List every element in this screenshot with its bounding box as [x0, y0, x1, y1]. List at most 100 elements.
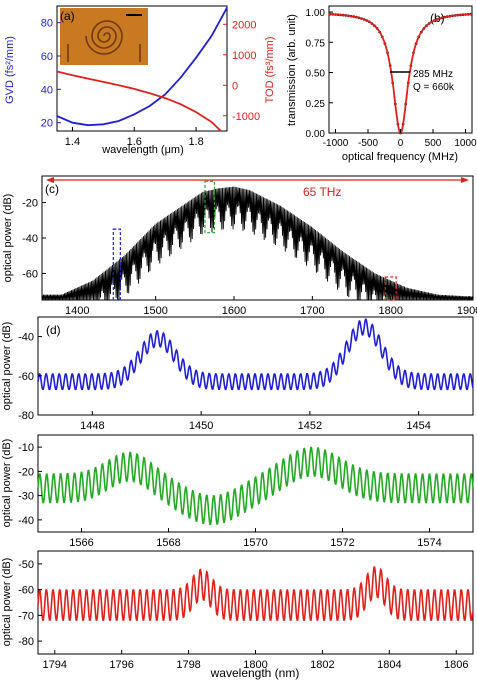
comb-spectrum [41, 186, 474, 301]
x-tick-label: 1450 [189, 420, 213, 432]
x-axis-label: optical frequency (MHz) [342, 151, 458, 163]
x-tick-label: 1570 [243, 537, 267, 549]
span-arrow [46, 177, 469, 183]
x-tick-label: 1448 [80, 420, 104, 432]
y-tick-label: 0 [232, 80, 238, 92]
y-tick-label: -80 [18, 410, 34, 422]
y-tick-label: 0.75 [306, 38, 326, 49]
panel-d1-frame [37, 316, 474, 416]
comb-lines [41, 186, 474, 301]
y-tick-label: -40 [22, 233, 38, 245]
y-axis-label: optical power (dB) [1, 439, 13, 528]
x-tick-label: 1.4 [65, 136, 80, 148]
spectrum-line [37, 565, 474, 622]
y-tick-label: 40 [41, 84, 53, 96]
panel-a: (a) 1.4 1.6 1.8 20 40 60 80 -1000 0 1000 2000 wa… [4, 5, 276, 156]
panel-a-frame [56, 5, 228, 132]
series-gvd [56, 7, 228, 127]
panel-d2: 1566 1568 1570 1572 1574 -10 -20 -30 -40 optica… [1, 434, 474, 549]
x-tick-label: 1572 [330, 537, 354, 549]
y-axis-label: optical power (dB) [1, 322, 13, 411]
y-axis-label: optical power (dB) [2, 194, 14, 283]
span-label: 65 THz [303, 185, 341, 199]
y-axis-label: optical power (dB) [1, 558, 13, 647]
y-tick-label: -70 [18, 610, 34, 622]
x-tick-label: 1800 [243, 659, 267, 671]
x-tick-label: 1796 [109, 659, 133, 671]
spectrum-green [37, 446, 474, 526]
x-tick-label: 1806 [444, 659, 468, 671]
x-tick-label: 1700 [300, 305, 324, 317]
y-tick-label: -60 [18, 371, 34, 383]
highlight-box [112, 228, 121, 301]
x-axis-label: wavelength (nm) [210, 666, 300, 680]
x-tick-label: 1568 [156, 537, 180, 549]
y-tick-label: 0.50 [306, 69, 326, 80]
x-tick-label: 500 [425, 138, 442, 149]
y-tick-label: 1.00 [306, 8, 326, 19]
x-tick-label: -1000 [323, 138, 349, 149]
annotation-q: Q = 660k [413, 82, 455, 93]
y-tick-label: -30 [18, 491, 34, 503]
y-tick-label: -60 [18, 585, 34, 597]
y-tick-label: -10 [18, 442, 34, 454]
x-tick-label: 0 [398, 138, 404, 149]
panel-label: (d) [46, 323, 61, 337]
y-tick-label: -80 [18, 636, 34, 648]
y-tick-label: 20 [41, 118, 53, 130]
x-tick-label: -500 [358, 138, 378, 149]
x-tick-label: 1452 [298, 420, 322, 432]
x-tick-label: 1.8 [188, 136, 203, 148]
x-tick-label: 1802 [310, 659, 334, 671]
x-tick-label: 1800 [378, 305, 402, 317]
x-tick-label: 1400 [65, 305, 89, 317]
x-tick-label: 1798 [176, 659, 200, 671]
y-tick-label: 0.25 [306, 99, 326, 110]
panel-d1: (d) 1448 1450 1452 1454 -40 -60 -80 optical p… [1, 316, 474, 432]
y-tick-label: -20 [22, 198, 38, 210]
y-tick-label: -50 [18, 559, 34, 571]
inset-micrograph [60, 8, 148, 65]
x-tick-label: 1794 [42, 659, 66, 671]
panel-label: (a) [60, 9, 75, 23]
x-tick-label: 1454 [406, 420, 430, 432]
y-tick-label: 80 [41, 18, 53, 30]
inset-spiral [67, 20, 141, 62]
y-axis-label: transmission (arb. unit) [286, 14, 298, 126]
spectrum-red [37, 565, 474, 622]
x-tick-label: 1600 [222, 305, 246, 317]
highlight-box [204, 180, 216, 234]
x-tick-label: 1804 [377, 659, 401, 671]
panel-label: (c) [45, 182, 59, 196]
y-tick-label: -40 [18, 515, 34, 527]
x-tick-label: 1500 [143, 305, 167, 317]
y-tick-label: -1000 [232, 111, 260, 123]
spectrum-line [37, 446, 474, 526]
x-tick-label: 1.6 [127, 136, 142, 148]
panel-a-inset [60, 8, 148, 65]
spectrum-line [37, 318, 474, 391]
y-tick-label: -20 [18, 466, 34, 478]
x-tick-label: 1574 [417, 537, 441, 549]
series-line [56, 7, 228, 127]
panel-d3: 1794 1796 1798 1800 1802 1804 1806 -50 -60 -70 -8… [1, 550, 474, 680]
y-axis-label-right: TOD (fs³/mm) [264, 36, 276, 103]
y-tick-label: 1000 [232, 50, 256, 62]
y-axis-label-left: GVD (fs²/mm) [4, 36, 16, 104]
y-tick-label: -40 [18, 332, 34, 344]
y-tick-label: 0.00 [306, 129, 326, 140]
series-tod [56, 70, 222, 132]
panel-c: (c) 65 THz 1400 1500 1600 1700 1800 1900 -20 -… [2, 175, 477, 317]
y-tick-label: -60 [22, 268, 38, 280]
x-tick-label: 1000 [454, 138, 477, 149]
x-tick-label: 1900 [457, 305, 477, 317]
x-tick-label: 1566 [69, 537, 93, 549]
y-tick-label: 2000 [232, 19, 256, 31]
series-line [56, 70, 222, 132]
annotation-linewidth: 285 MHz [413, 69, 453, 80]
panel-b: (b) 285 MHz Q = 660k -1000 -500 0 500 1000 0… [286, 5, 477, 163]
highlight-box [384, 276, 397, 301]
spectrum-blue [37, 318, 474, 391]
y-tick-label: 60 [41, 51, 53, 63]
